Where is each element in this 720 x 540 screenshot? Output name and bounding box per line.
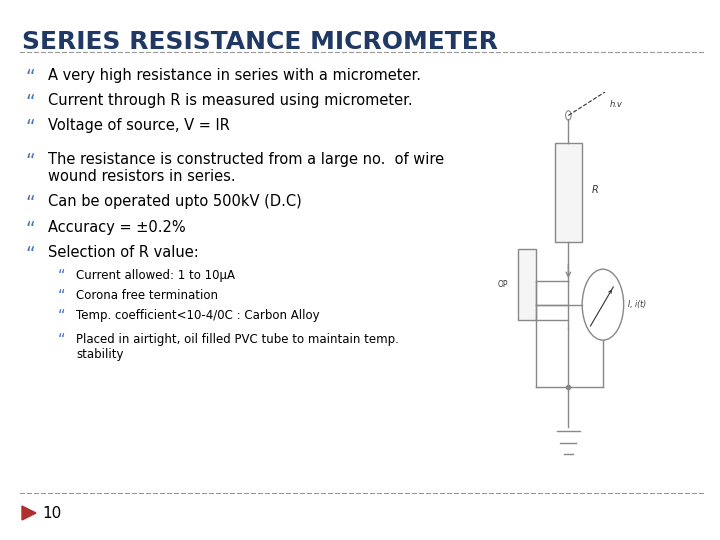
Text: “: “ <box>58 333 66 348</box>
Text: Current through R is measured using micrometer.: Current through R is measured using micr… <box>48 93 413 108</box>
Text: Temp. coefficient<10-4/0C : Carbon Alloy: Temp. coefficient<10-4/0C : Carbon Alloy <box>76 309 320 322</box>
Text: “: “ <box>58 309 66 324</box>
Text: SERIES RESISTANCE MICROMETER: SERIES RESISTANCE MICROMETER <box>22 30 498 54</box>
Text: I, i(t): I, i(t) <box>629 300 647 309</box>
Text: Current allowed: 1 to 10μA: Current allowed: 1 to 10μA <box>76 269 235 282</box>
Text: “: “ <box>25 118 35 137</box>
Text: Corona free termination: Corona free termination <box>76 289 218 302</box>
Text: “: “ <box>25 93 35 112</box>
Text: Accuracy = ±0.2%: Accuracy = ±0.2% <box>48 220 186 235</box>
Text: “: “ <box>25 68 35 87</box>
Text: OP: OP <box>498 280 508 289</box>
Polygon shape <box>22 506 36 520</box>
Text: “: “ <box>58 269 66 284</box>
Text: A very high resistance in series with a micrometer.: A very high resistance in series with a … <box>48 68 421 83</box>
Bar <box>554 143 582 241</box>
Text: h.v: h.v <box>610 100 623 109</box>
Text: The resistance is constructed from a large no.  of wire
wound resistors in serie: The resistance is constructed from a lar… <box>48 152 444 184</box>
Text: “: “ <box>25 220 35 239</box>
Text: “: “ <box>25 152 35 171</box>
Text: 10: 10 <box>42 505 61 521</box>
Text: “: “ <box>25 245 35 264</box>
Text: Selection of R value:: Selection of R value: <box>48 245 199 260</box>
Bar <box>518 249 536 320</box>
Text: “: “ <box>25 194 35 213</box>
Text: Placed in airtight, oil filled PVC tube to maintain temp.
stability: Placed in airtight, oil filled PVC tube … <box>76 333 399 361</box>
Text: R: R <box>591 185 598 195</box>
Text: Can be operated upto 500kV (D.C): Can be operated upto 500kV (D.C) <box>48 194 302 209</box>
Text: Voltage of source, V = IR: Voltage of source, V = IR <box>48 118 230 133</box>
Text: “: “ <box>58 289 66 304</box>
